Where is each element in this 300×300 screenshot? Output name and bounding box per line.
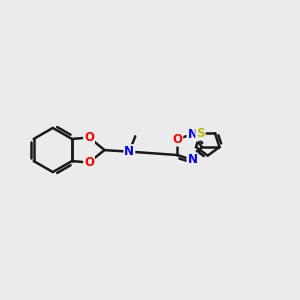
Text: O: O — [84, 131, 94, 144]
Text: O: O — [84, 156, 94, 169]
Text: N: N — [188, 153, 197, 167]
Text: N: N — [188, 128, 197, 141]
Text: S: S — [196, 127, 205, 140]
Text: O: O — [172, 133, 182, 146]
Text: N: N — [124, 145, 134, 158]
